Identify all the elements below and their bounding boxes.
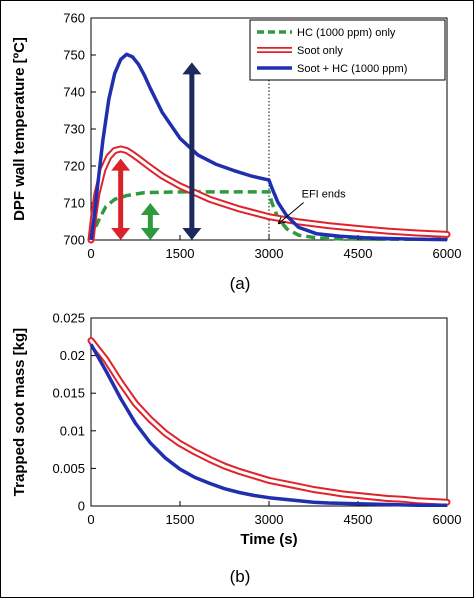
x-tick-label: 1500 [166, 246, 195, 261]
series-line-outer [87, 337, 451, 506]
x-tick-label: 0 [87, 512, 94, 527]
y-tick-label: 700 [63, 233, 85, 248]
x-tick-label: 6000 [433, 246, 462, 261]
delta-t-arrow [111, 158, 131, 240]
x-tick-label: 0 [87, 246, 94, 261]
legend-entry-label: HC (1000 ppm) only [297, 27, 396, 39]
x-tick-label: 1500 [166, 512, 195, 527]
y-tick-label: 0 [78, 499, 85, 514]
series-line [89, 343, 447, 507]
x-tick-label: 4500 [344, 246, 373, 261]
y-tick-label: 760 [63, 11, 85, 26]
y-tick-label: 730 [63, 122, 85, 137]
series-line-inner [89, 147, 449, 242]
x-tick-label: 3000 [255, 512, 284, 527]
panel-b: 0 0.005 0.01 0.015 0.02 0.025 0 1500 3000 4500 600… [11, 311, 461, 549]
panel-b-label: (b) [230, 567, 251, 586]
x-tick-label: 3000 [255, 246, 284, 261]
y-tick-label: 0.01 [60, 423, 85, 438]
y-tick-label: 710 [63, 196, 85, 211]
delta-t-arrow [140, 203, 160, 240]
y-tick-label: 0.005 [52, 461, 85, 476]
x-tick-label: 6000 [433, 512, 462, 527]
y-tick-label: 0.02 [60, 348, 85, 363]
y-axis-title: Trapped soot mass [kg] [11, 328, 28, 496]
legend-entry-label: Soot + HC (1000 ppm) [297, 63, 407, 75]
series-line-inner [89, 339, 449, 504]
efi-ends-pointer-arrow [279, 202, 304, 223]
series-line [89, 52, 448, 242]
y-axis-title: DPF wall temperature [ºC] [11, 37, 28, 221]
series-line [89, 190, 447, 242]
y-tick-label: 740 [63, 85, 85, 100]
x-axis-title: Time (s) [240, 531, 297, 548]
panel-a: 700 710 720 730 740 750 760 0 1500 3000 4500 6000 DP… [11, 11, 461, 262]
y-tick-label: 750 [63, 48, 85, 63]
legend-entry-label: Soot only [297, 45, 343, 57]
y-tick-label: 0.015 [52, 386, 85, 401]
y-tick-label: 720 [63, 159, 85, 174]
efi-ends-annotation: EFI ends [302, 188, 347, 200]
y-tick-label: 0.025 [52, 311, 85, 326]
delta-t-arrow [182, 62, 202, 240]
panel-a-label: (a) [230, 274, 251, 293]
x-tick-label: 4500 [344, 512, 373, 527]
